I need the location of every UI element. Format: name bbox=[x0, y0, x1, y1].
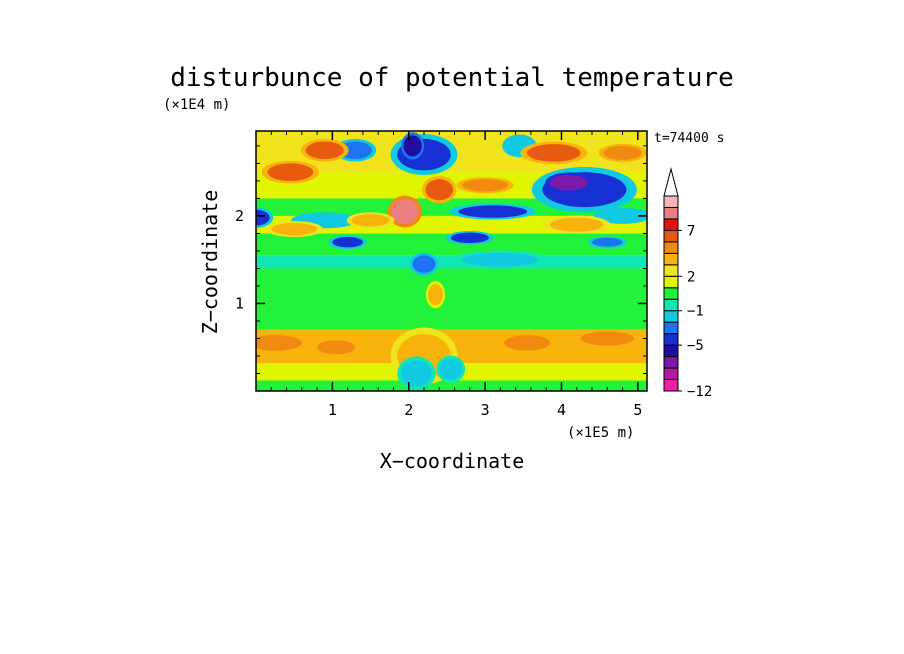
colorbar-swatch-11 bbox=[663, 252, 679, 266]
contour-feature-12 bbox=[458, 205, 528, 218]
contour-feature-13 bbox=[599, 209, 646, 223]
contour-feature-26 bbox=[351, 214, 390, 227]
y-unit-label: (×1E4 m) bbox=[163, 97, 230, 113]
contour-feature-23 bbox=[603, 145, 642, 160]
contour-feature-7 bbox=[450, 232, 489, 244]
contour-feature-27 bbox=[550, 217, 604, 232]
colorbar-swatch-10 bbox=[663, 264, 679, 277]
plot-frame bbox=[255, 130, 648, 392]
colorbar-label-3: −5 bbox=[687, 338, 704, 354]
colorbar-swatch-16 bbox=[663, 195, 679, 208]
contour-feature-21 bbox=[425, 179, 454, 201]
contour-feature-0 bbox=[256, 334, 302, 351]
y-tick-label-1: 2 bbox=[235, 207, 244, 225]
colorbar-swatch-1 bbox=[663, 367, 679, 381]
colorbar: 7 2 −1 −5 −12 bbox=[663, 167, 712, 400]
contour-feature-3 bbox=[580, 331, 635, 346]
colorbar-swatch-13 bbox=[663, 229, 679, 243]
x-tick-label-2: 3 bbox=[481, 401, 490, 419]
contour-feature-29 bbox=[427, 284, 444, 306]
contour-feature-22 bbox=[527, 144, 581, 162]
colorbar-swatch-4 bbox=[663, 333, 679, 346]
colorbar-swatch-7 bbox=[663, 298, 679, 312]
contour-feature-9 bbox=[462, 252, 539, 267]
x-tick-label-0: 1 bbox=[328, 401, 337, 419]
contour-feature-32 bbox=[439, 358, 463, 380]
time-label: t=74400 s bbox=[654, 131, 724, 146]
contour-feature-2 bbox=[504, 334, 551, 351]
colorbar-swatch-2 bbox=[663, 356, 679, 369]
colorbar-extend-arrow bbox=[663, 167, 679, 197]
y-axis-ticks: 12 bbox=[235, 145, 647, 374]
colorbar-label-2: −1 bbox=[687, 304, 704, 320]
colorbar-label-0: 7 bbox=[687, 223, 695, 239]
contour-band-0 bbox=[256, 380, 647, 391]
contour-bands bbox=[256, 131, 647, 391]
contour-band-5 bbox=[256, 255, 647, 269]
contour-feature-25 bbox=[271, 222, 318, 236]
colorbar-swatch-12 bbox=[663, 241, 679, 254]
contour-feature-4 bbox=[256, 209, 270, 226]
contour-band-4 bbox=[256, 268, 647, 300]
contour-feature-20 bbox=[391, 199, 419, 224]
contour-feature-8 bbox=[592, 237, 623, 247]
contour-feature-6 bbox=[332, 236, 363, 248]
colorbar-swatch-15 bbox=[663, 206, 679, 220]
contour-feature-31 bbox=[401, 360, 432, 387]
contour-feature-11 bbox=[550, 174, 589, 191]
contour-feature-1 bbox=[317, 340, 356, 355]
contour-band-3 bbox=[256, 299, 647, 330]
contour-field bbox=[256, 131, 647, 391]
contour-feature-18 bbox=[267, 163, 314, 181]
x-tick-label-3: 4 bbox=[557, 401, 566, 419]
colorbar-swatch-6 bbox=[663, 310, 679, 323]
chart-title: disturbunce of potential temperature bbox=[170, 63, 734, 93]
colorbar-swatch-0 bbox=[663, 379, 679, 392]
x-unit-label: (×1E5 m) bbox=[567, 425, 634, 441]
colorbar-swatch-8 bbox=[663, 287, 679, 300]
y-axis-label: Z−coordinate bbox=[198, 190, 222, 335]
colorbar-swatch-14 bbox=[663, 218, 679, 231]
x-axis-ticks: 1 2 3 4 5 bbox=[270, 131, 642, 419]
contour-features bbox=[256, 132, 647, 391]
contour-feature-24 bbox=[462, 179, 509, 192]
y-tick-label-0: 1 bbox=[235, 294, 244, 312]
x-tick-label-1: 2 bbox=[404, 401, 413, 419]
contour-feature-16 bbox=[403, 135, 422, 157]
colorbar-swatch-5 bbox=[663, 321, 679, 335]
colorbar-label-4: −12 bbox=[687, 384, 712, 400]
x-tick-label-4: 5 bbox=[633, 401, 642, 419]
colorbar-label-1: 2 bbox=[687, 269, 695, 285]
x-axis-label: X−coordinate bbox=[380, 449, 525, 473]
contour-feature-19 bbox=[305, 141, 344, 160]
contour-feature-14 bbox=[338, 141, 373, 160]
contour-feature-28 bbox=[412, 255, 436, 273]
colorbar-swatch-3 bbox=[663, 344, 679, 358]
colorbar-swatch-9 bbox=[663, 275, 679, 289]
